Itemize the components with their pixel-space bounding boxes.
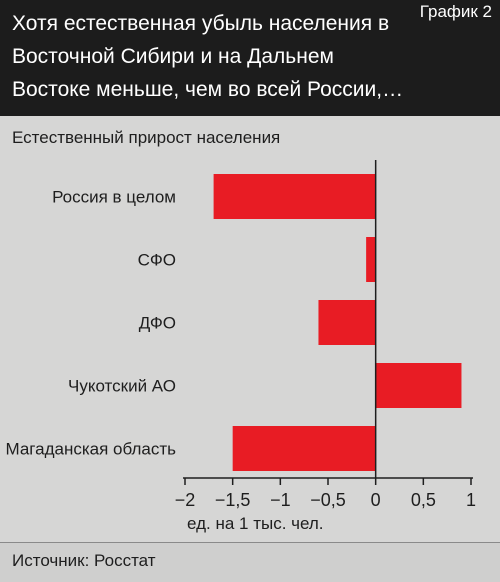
figure-label: График 2 — [419, 2, 492, 21]
x-tick-label: −1,5 — [215, 490, 251, 510]
x-axis-ticks: −2 −1,5 −1 −0,5 0 0,5 1 — [175, 478, 476, 510]
bar-0 — [213, 174, 376, 219]
source-footer: Источник: Росстат — [0, 542, 500, 582]
chart-header: Хотя естественная убыль населения в Вост… — [0, 0, 500, 116]
x-tick-label: 0,5 — [411, 490, 436, 510]
chart-title: Хотя естественная убыль населения в Вост… — [12, 12, 404, 101]
bar-2 — [318, 300, 376, 345]
source-note: Источник: Росстат — [12, 551, 156, 570]
category-label: Россия в целом — [52, 188, 176, 207]
x-tick-label: 1 — [466, 490, 476, 510]
category-label: СФО — [138, 251, 176, 270]
bars-group — [213, 174, 462, 471]
x-tick-label: −0,5 — [310, 490, 346, 510]
x-tick-label: −1 — [270, 490, 291, 510]
bar-4 — [232, 426, 376, 471]
x-tick-label: 0 — [371, 490, 381, 510]
bar-3 — [375, 363, 462, 408]
category-labels: Россия в целом СФО ДФО Чукотский АО Магаданс… — [6, 188, 177, 459]
category-label: Чукотский АО — [68, 377, 176, 396]
chart-subtitle: Естественный прирост населения — [12, 128, 281, 147]
bar-1 — [366, 237, 376, 282]
x-axis-label: ед. на 1 тыс. чел. — [187, 514, 324, 533]
x-tick-label: −2 — [175, 490, 196, 510]
category-label: Магаданская область — [6, 440, 177, 459]
category-label: ДФО — [139, 314, 176, 333]
